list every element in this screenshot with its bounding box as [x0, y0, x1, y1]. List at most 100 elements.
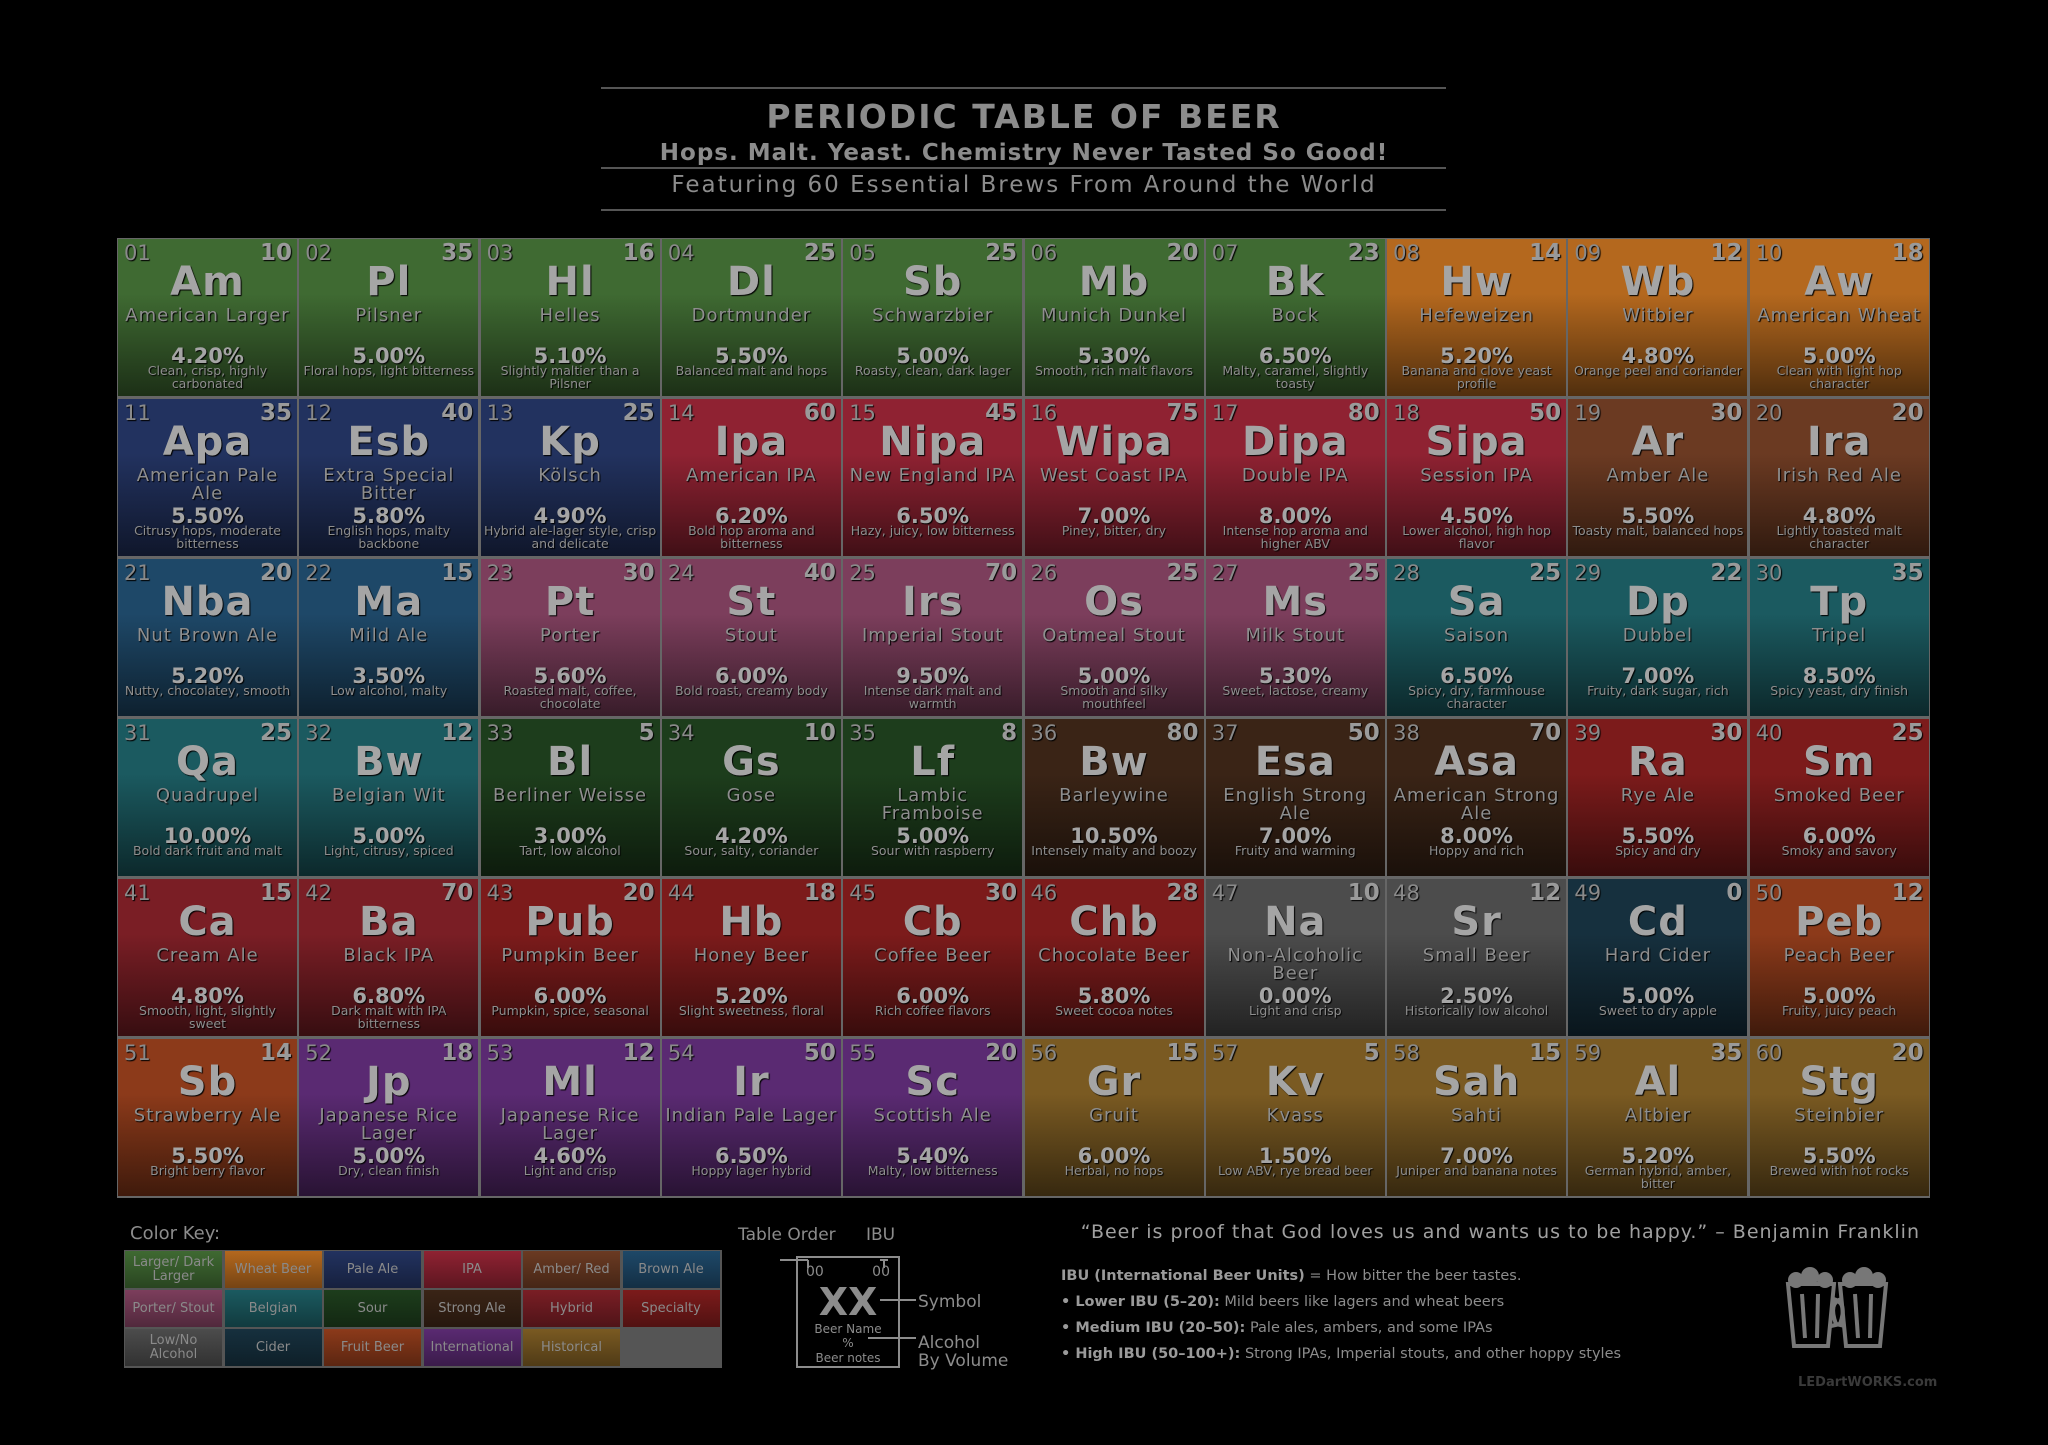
- legend-percent: %: [842, 1336, 854, 1350]
- element-number: 18: [1393, 401, 1420, 425]
- element-symbol: Gs: [722, 739, 781, 785]
- element-abv: 4.80%: [171, 984, 244, 1008]
- legend-connector-lines: [780, 1259, 916, 1339]
- element-number: 57: [1211, 1041, 1239, 1065]
- element-number: 41: [124, 881, 151, 905]
- element-cell: 06 20 Mb Munich Dunkel 5.30% Smooth, rich mal…: [1024, 239, 1204, 396]
- element-notes: Fruity, dark sugar, rich: [1587, 683, 1729, 698]
- element-ibu: 15: [1166, 1040, 1199, 1066]
- element-ibu: 35: [259, 400, 292, 426]
- color-key-grid: Larger/ Dark Larger Wheat Beer Pale Ale IPA…: [124, 1250, 722, 1368]
- element-number: 06: [1030, 241, 1058, 265]
- element-number: 11: [124, 401, 151, 425]
- element-notes: Smooth and silky mouthfeel: [1060, 683, 1168, 711]
- element-abv: 5.30%: [1077, 344, 1151, 368]
- element-number: 46: [1030, 881, 1058, 905]
- element-abv: 5.20%: [714, 984, 788, 1008]
- element-ibu: 25: [1166, 560, 1199, 586]
- element-cell: 33 5 Bl Berliner Weisse 3.00% Tart, low alcoh…: [480, 719, 660, 876]
- element-name: Quadrupel: [155, 785, 260, 806]
- element-name: Session IPA: [1420, 465, 1533, 486]
- ibu-info-medium: • Medium IBU (20–50): Pale ales, ambers,…: [1061, 1320, 1493, 1336]
- element-ibu: 25: [1891, 720, 1924, 746]
- color-key-item: Fruit Beer: [324, 1329, 421, 1366]
- element-ibu: 30: [1710, 400, 1743, 426]
- legend-sample-cell: 00 00 XX Beer Name % Beer notes: [796, 1256, 900, 1368]
- element-name: Witbier: [1622, 305, 1694, 326]
- element-abv: 5.50%: [171, 504, 244, 528]
- element-ibu: 12: [441, 720, 474, 746]
- element-abv: 7.00%: [1077, 504, 1151, 528]
- element-notes: Dry, clean finish: [338, 1163, 440, 1178]
- element-abv: 6.20%: [714, 504, 788, 528]
- element-number: 21: [124, 561, 151, 585]
- element-cell: 30 35 Tp Tripel 8.50% Spicy yeast, dry finish: [1749, 559, 1929, 716]
- element-name: Honey Beer: [693, 945, 810, 966]
- element-number: 51: [124, 1041, 151, 1065]
- element-cell: 22 15 Ma Mild Ale 3.50% Low alcohol, malty: [299, 559, 479, 716]
- element-notes: Banana and clove yeast profile: [1401, 363, 1552, 391]
- color-key-item: Historical: [523, 1329, 620, 1366]
- element-notes: Spicy and dry: [1615, 843, 1701, 858]
- element-number: 13: [486, 401, 514, 425]
- element-symbol: Bw: [1079, 739, 1149, 785]
- element-symbol: Ir: [733, 1059, 770, 1105]
- element-notes: Hybrid ale-lager style, crisp and delica…: [483, 523, 657, 551]
- header-rule-middle: [601, 167, 1446, 169]
- element-notes: Low ABV, rye bread beer: [1218, 1163, 1373, 1178]
- element-name: American Pale Ale: [136, 465, 279, 504]
- element-ibu: 28: [1166, 880, 1199, 906]
- color-key-item: Pale Ale: [324, 1251, 421, 1288]
- element-notes: Dark malt with IPA bitterness: [331, 1003, 447, 1031]
- element-abv: 5.00%: [352, 824, 426, 848]
- element-ibu: 30: [622, 560, 655, 586]
- element-cell: 41 15 Ca Cream Ale 4.80% Smooth, light, sligh…: [118, 879, 297, 1036]
- element-symbol: Nba: [161, 579, 254, 625]
- element-abv: 5.00%: [1802, 984, 1876, 1008]
- element-ibu: 18: [441, 1040, 474, 1066]
- element-number: 49: [1574, 881, 1602, 905]
- element-notes: English hops, malty backbone: [327, 523, 451, 551]
- element-number: 36: [1030, 721, 1058, 745]
- element-cell: 17 80 Dipa Double IPA 8.00% Intense hop aroma…: [1205, 399, 1385, 556]
- element-notes: Orange peel and coriander: [1573, 363, 1742, 378]
- element-ibu: 5: [638, 720, 655, 746]
- element-symbol: Cd: [1627, 899, 1688, 945]
- element-abv: 8.00%: [1258, 504, 1332, 528]
- element-number: 16: [1030, 401, 1058, 425]
- color-key-item: Sour: [324, 1290, 421, 1327]
- element-cell: 11 35 Apa American Pale Ale 5.50% Citrusy hop…: [118, 399, 297, 556]
- element-symbol: Lf: [910, 739, 956, 785]
- element-cell: 23 30 Pt Porter 5.60% Roasted malt, coffee, c…: [480, 559, 660, 716]
- element-ibu: 35: [441, 240, 474, 266]
- element-abv: 7.00%: [1621, 664, 1695, 688]
- element-number: 10: [1755, 241, 1783, 265]
- element-notes: Sweet to dry apple: [1598, 1003, 1717, 1018]
- franklin-quote: “Beer is proof that God loves us and wan…: [1080, 1221, 1920, 1243]
- element-name: Tripel: [1812, 625, 1867, 646]
- element-abv: 4.60%: [533, 1144, 607, 1168]
- element-symbol: Bl: [546, 739, 594, 785]
- element-notes: Sour, salty, coriander: [684, 843, 819, 858]
- element-name: Japanese Rice Lager: [500, 1105, 640, 1144]
- element-abv: 6.50%: [1258, 344, 1332, 368]
- element-number: 27: [1211, 561, 1239, 585]
- element-ibu: 30: [1710, 720, 1743, 746]
- element-ibu: 30: [985, 880, 1018, 906]
- color-key-item: Brown Ale: [622, 1251, 720, 1288]
- element-notes: Low alcohol, malty: [330, 683, 448, 698]
- element-cell: 32 12 Bw Belgian Wit 5.00% Light, citrusy, sp…: [299, 719, 479, 876]
- element-number: 29: [1574, 561, 1602, 585]
- element-notes: Light and crisp: [523, 1163, 617, 1178]
- element-abv: 5.60%: [533, 664, 607, 688]
- color-key-item: Cider: [224, 1329, 322, 1366]
- element-number: 26: [1030, 561, 1058, 585]
- header-rule-top: [601, 87, 1446, 89]
- element-name: Stout: [724, 625, 778, 646]
- element-ibu: 25: [259, 720, 292, 746]
- element-symbol: Sb: [177, 1059, 238, 1105]
- element-cell: 15 45 Nipa New England IPA 6.50% Hazy, juicy,…: [843, 399, 1023, 556]
- element-ibu: 60: [803, 400, 836, 426]
- color-key-item: Belgian: [224, 1290, 322, 1327]
- element-notes: German hybrid, amber, bitter: [1584, 1163, 1732, 1191]
